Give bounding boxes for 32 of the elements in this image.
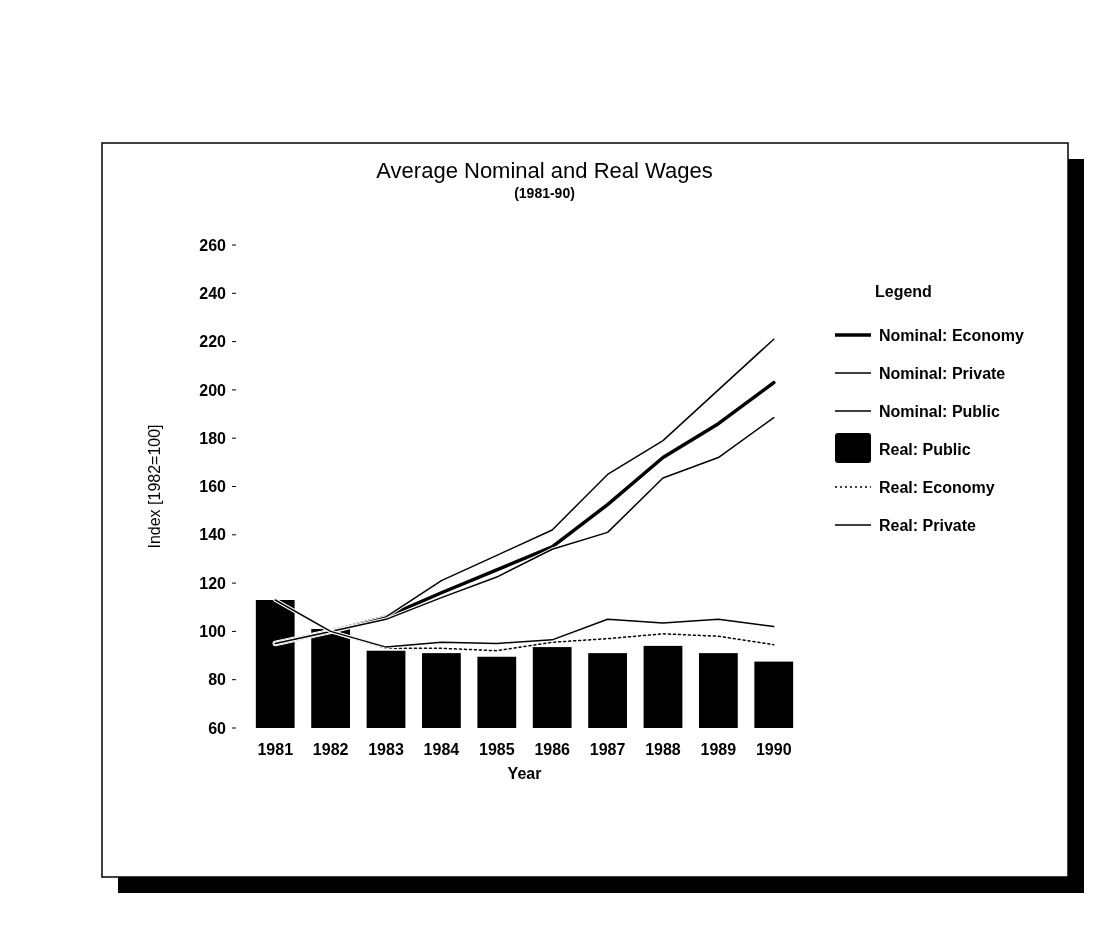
x-tick-label: 1982 bbox=[312, 741, 349, 758]
x-tick-label: 1989 bbox=[700, 741, 737, 758]
legend-label: Real: Public bbox=[879, 440, 971, 458]
y-tick-label: 100 bbox=[199, 623, 227, 640]
x-tick-label: 1981 bbox=[257, 741, 294, 758]
chart-subtitle: (1981-90) bbox=[514, 185, 575, 201]
y-tick-label: 80 bbox=[208, 671, 227, 689]
y-tick-label: 180 bbox=[199, 429, 227, 447]
y-tick-label: 260 bbox=[199, 236, 227, 254]
y-tick-label: 140 bbox=[199, 526, 227, 544]
y-axis-title: Index [1982=100] bbox=[146, 424, 163, 549]
chart-title: Average Nominal and Real Wages bbox=[376, 158, 713, 183]
legend-label: Nominal: Private bbox=[879, 364, 1006, 382]
x-tick-label: 1986 bbox=[534, 741, 571, 758]
legend-label: Real: Private bbox=[879, 516, 977, 534]
y-tick-label: 220 bbox=[199, 333, 227, 351]
legend-title: Legend bbox=[875, 283, 932, 300]
x-tick-label: 1985 bbox=[479, 741, 515, 758]
x-tick-label: 1984 bbox=[423, 741, 460, 758]
x-axis-title: Year bbox=[507, 765, 542, 782]
y-tick-label: 120 bbox=[199, 574, 227, 592]
y-tick-label: 200 bbox=[199, 381, 227, 399]
y-tick-label: 60 bbox=[208, 719, 227, 737]
y-tick-label: 160 bbox=[199, 478, 227, 496]
x-tick-label: 1990 bbox=[755, 741, 792, 758]
x-tick-label: 1983 bbox=[368, 741, 404, 758]
x-tick-label: 1988 bbox=[645, 741, 681, 758]
y-tick-label: 240 bbox=[199, 284, 227, 302]
x-tick-label: 1987 bbox=[589, 741, 626, 758]
legend-label: Nominal: Public bbox=[879, 402, 1000, 420]
legend-label: Real: Economy bbox=[879, 478, 995, 496]
legend-label: Nominal: Economy bbox=[879, 326, 1025, 344]
